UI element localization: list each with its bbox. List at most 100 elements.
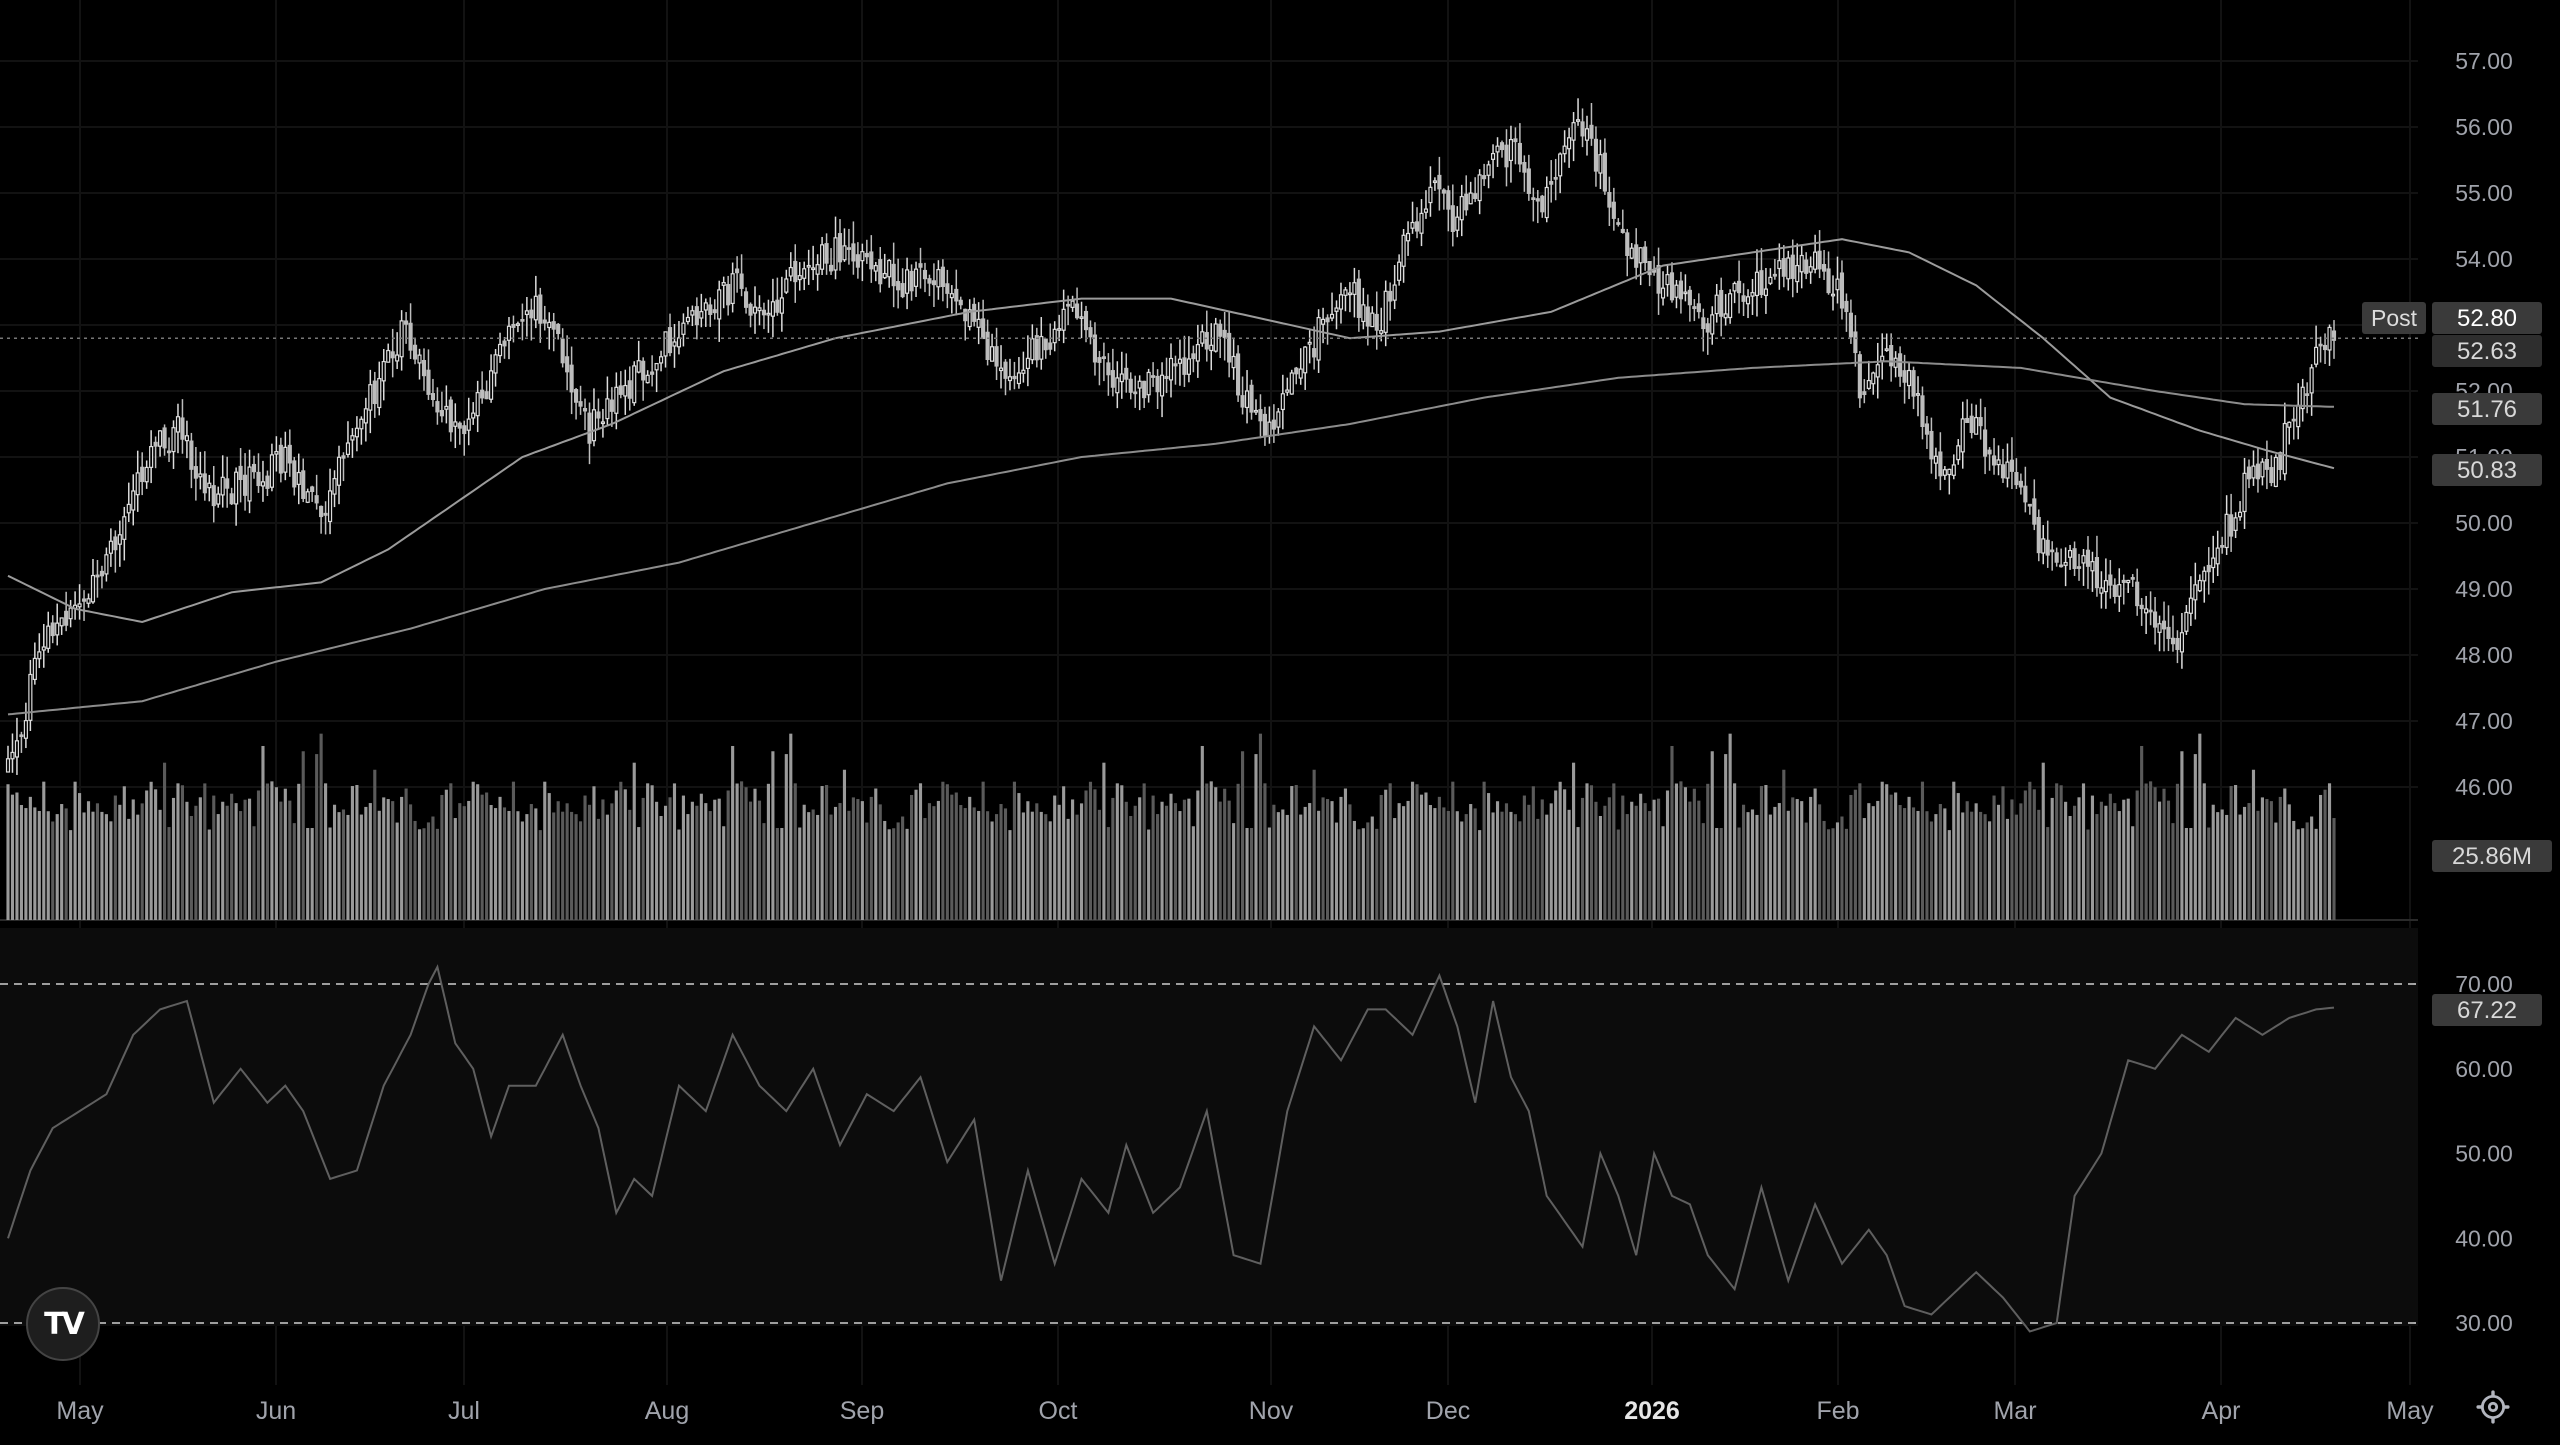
- candle: [748, 303, 753, 316]
- candle: [1871, 372, 1876, 385]
- candle: [1298, 368, 1303, 379]
- volume-bar: [2256, 810, 2260, 920]
- volume-bar: [1182, 799, 1186, 920]
- last-price-label-bg: [2432, 335, 2542, 367]
- volume-bar: [1844, 828, 1848, 920]
- volume-bar: [708, 811, 712, 920]
- volume-bar: [1124, 801, 1128, 920]
- candle: [2153, 611, 2158, 628]
- candle: [1437, 174, 1442, 190]
- volume-bar: [1030, 811, 1034, 920]
- candle: [2068, 550, 2073, 558]
- candle: [1790, 254, 1795, 279]
- volume-bar: [977, 810, 981, 920]
- candle: [1052, 328, 1057, 344]
- volume-bar: [762, 823, 766, 920]
- candle: [1271, 419, 1276, 430]
- candle: [251, 463, 257, 473]
- volume-bar: [1580, 797, 1585, 920]
- volume-bar: [1097, 809, 1101, 920]
- candle: [1969, 415, 1974, 433]
- volume-bar: [1880, 781, 1884, 920]
- candle: [1334, 307, 1339, 312]
- candle: [1692, 306, 1697, 310]
- volume-bar: [802, 804, 806, 920]
- candle: [238, 465, 243, 481]
- candle: [793, 260, 798, 283]
- volume-bar: [780, 828, 784, 920]
- volume-bar: [1996, 804, 2001, 920]
- gear-icon[interactable]: [2476, 1390, 2510, 1424]
- candle: [1240, 395, 1245, 408]
- candle: [1490, 153, 1496, 160]
- volume-bar: [2014, 814, 2018, 920]
- volume-bar: [520, 821, 524, 920]
- candle: [1397, 261, 1402, 281]
- volume-bar: [1938, 804, 1942, 920]
- volume-bar: [306, 827, 310, 920]
- candle: [166, 450, 172, 454]
- candle: [1088, 327, 1093, 338]
- volume-bar: [766, 783, 770, 920]
- volume-bar: [1809, 796, 1813, 920]
- candle: [2220, 545, 2225, 548]
- volume-bar: [1478, 830, 1482, 920]
- volume-bar: [368, 803, 372, 920]
- volume-bar: [556, 801, 560, 920]
- tradingview-logo[interactable]: TV: [26, 1287, 100, 1361]
- candle: [685, 316, 690, 323]
- candle: [493, 354, 498, 374]
- volume-bar: [1531, 786, 1535, 920]
- candle: [350, 435, 355, 441]
- volume-bar: [811, 809, 815, 920]
- volume-bar: [623, 789, 627, 920]
- volume-bar: [847, 810, 851, 920]
- candle: [976, 318, 981, 328]
- volume-bar: [2153, 787, 2157, 920]
- volume-bar: [820, 786, 824, 920]
- candle: [708, 304, 713, 315]
- candle: [1039, 335, 1044, 360]
- candle: [64, 610, 69, 626]
- candle: [108, 540, 113, 554]
- candle: [2139, 604, 2144, 610]
- candle: [2260, 461, 2265, 478]
- volume-bar: [1885, 784, 1889, 920]
- volume-bar: [1777, 803, 1781, 920]
- volume-bar: [2265, 799, 2269, 920]
- price-axis-tick-label: 57.00: [2455, 48, 2513, 74]
- volume-bar: [909, 794, 914, 920]
- candle: [265, 475, 270, 489]
- candle: [712, 309, 717, 314]
- candle: [2314, 346, 2319, 365]
- candle: [1446, 190, 1451, 210]
- candle: [2081, 555, 2086, 564]
- volume-bar: [2229, 786, 2233, 920]
- candle: [1732, 282, 1737, 292]
- last-price-label: 52.63: [2457, 338, 2517, 365]
- volume-bar: [1241, 751, 1245, 920]
- volume-bar: [1093, 789, 1097, 920]
- volume-bar: [1652, 799, 1656, 920]
- volume-bar: [10, 794, 15, 920]
- candle: [225, 478, 230, 489]
- candle: [202, 473, 207, 494]
- volume-bar: [154, 789, 158, 920]
- candle: [779, 297, 784, 314]
- volume-bar: [2207, 827, 2211, 920]
- volume-bar: [1008, 830, 1012, 920]
- volume-bar: [127, 818, 131, 920]
- volume-bar: [373, 769, 377, 920]
- candle: [658, 356, 664, 364]
- volume-bar: [516, 811, 520, 920]
- candle: [636, 360, 641, 373]
- candle: [2322, 344, 2328, 351]
- candle: [842, 245, 847, 261]
- candle: [247, 466, 252, 502]
- volume-bar: [1321, 797, 1325, 920]
- volume-bar: [145, 790, 149, 920]
- volume-bar: [462, 806, 466, 920]
- volume-bar: [1536, 818, 1540, 920]
